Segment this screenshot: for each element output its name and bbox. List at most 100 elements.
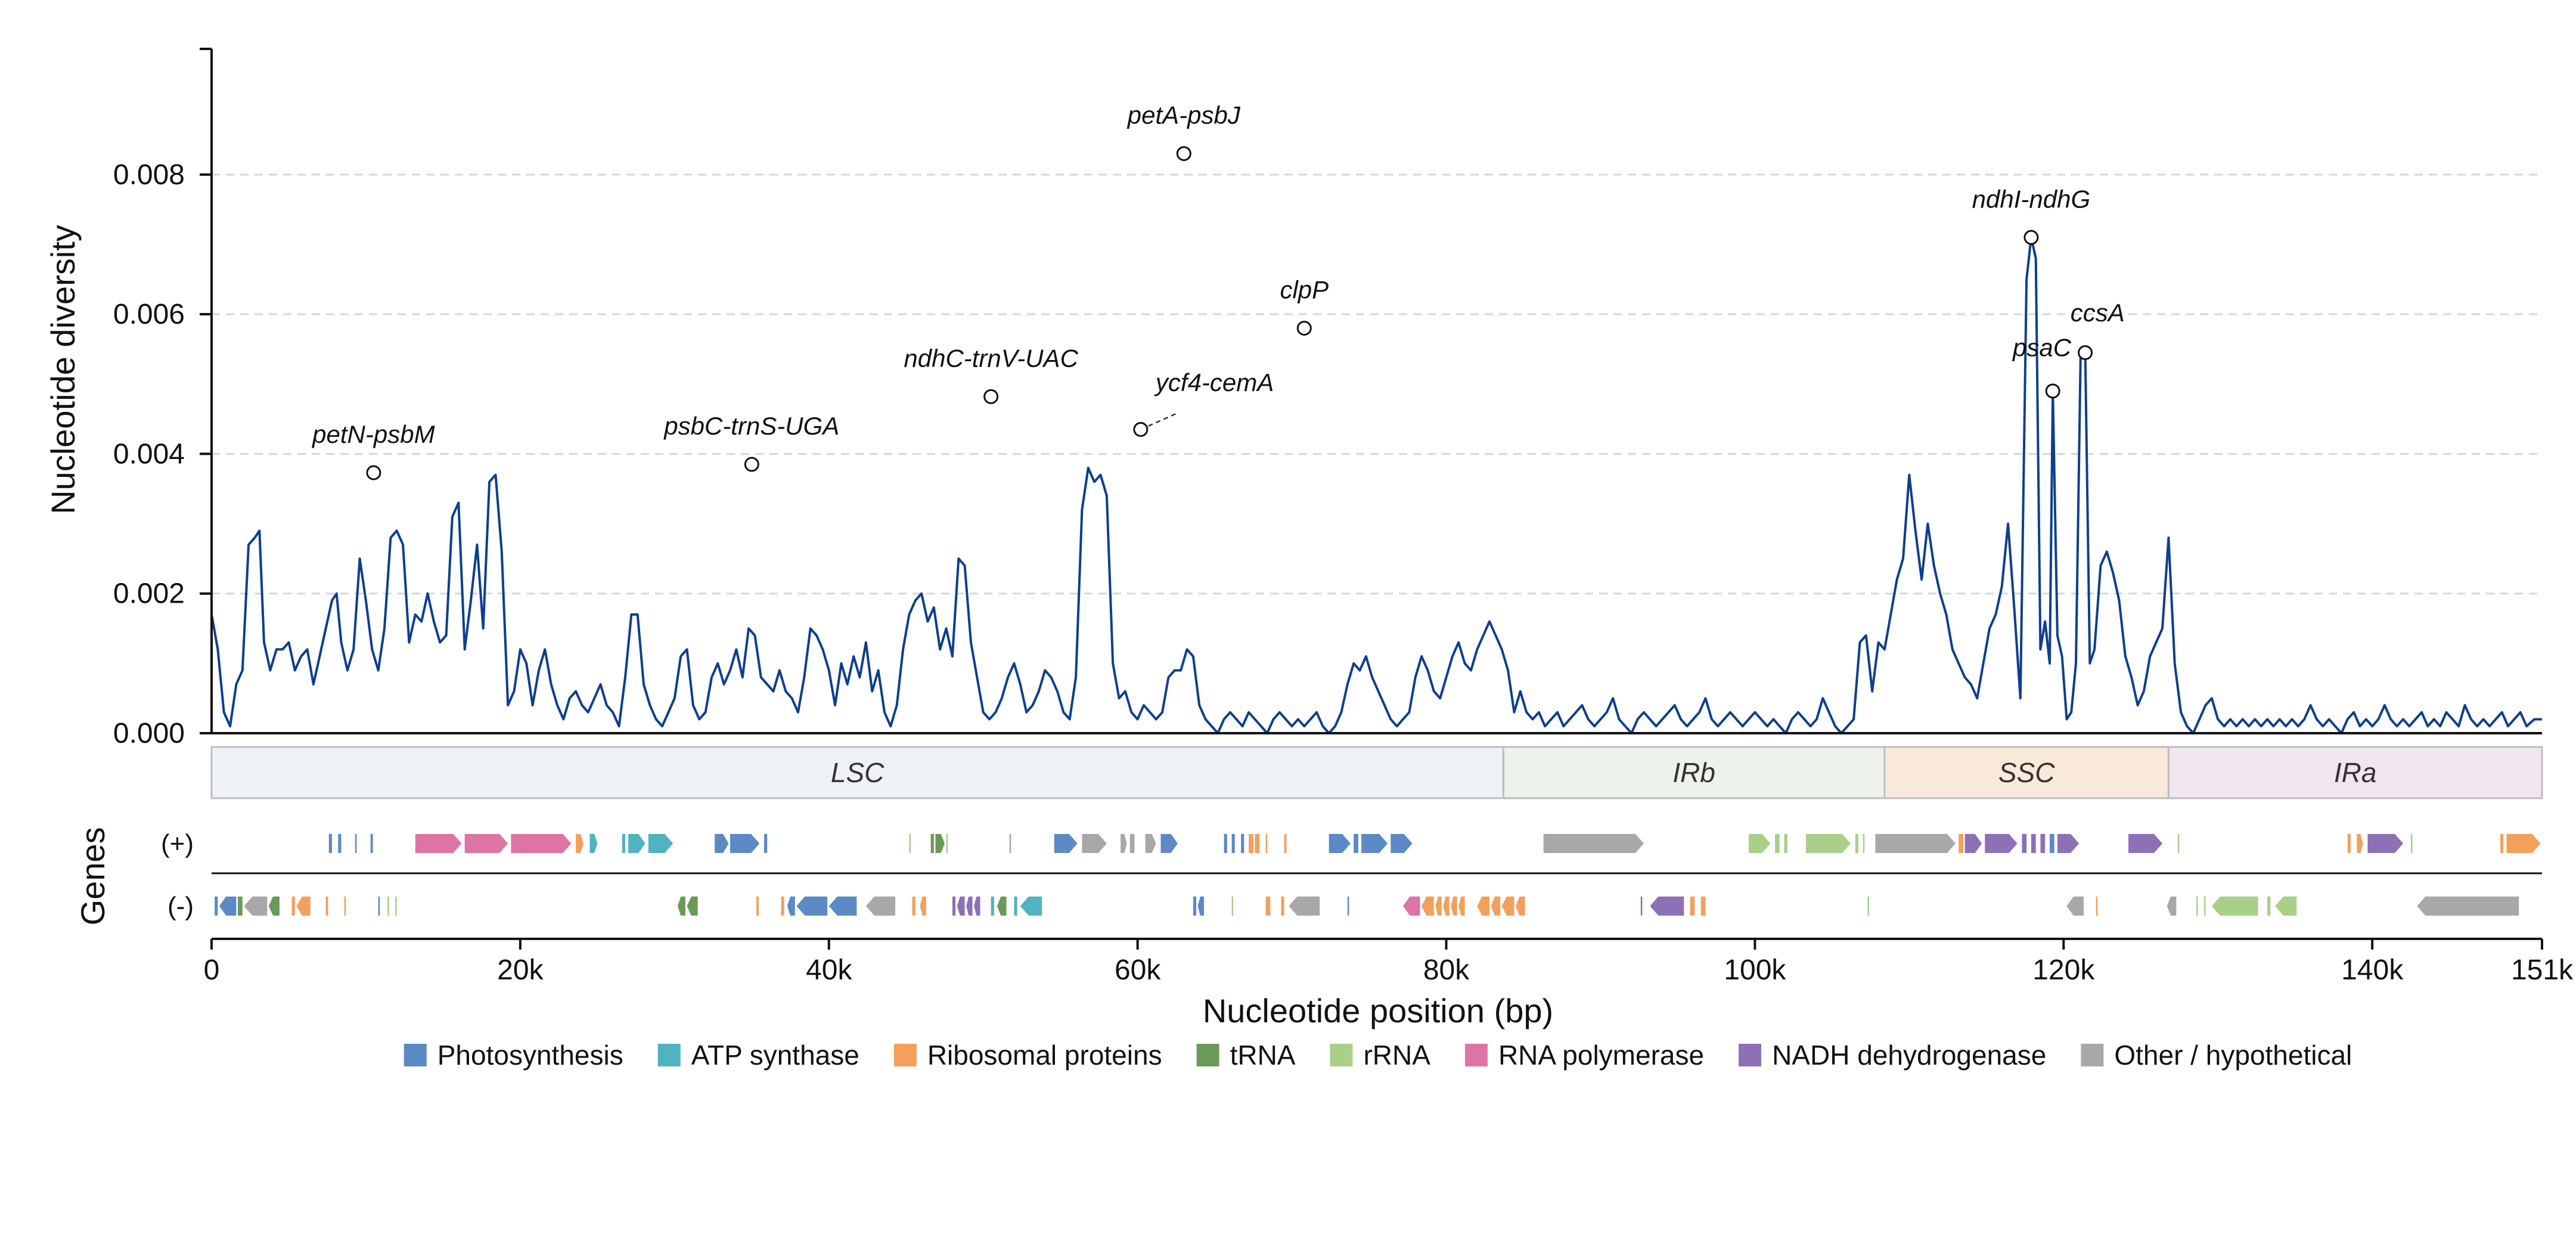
gene-feature bbox=[355, 834, 357, 853]
gene-feature bbox=[974, 897, 980, 916]
peak-marker bbox=[2045, 383, 2060, 399]
x-tick-label: 40k bbox=[806, 954, 852, 986]
gene-feature bbox=[1354, 834, 1358, 853]
gene-feature bbox=[387, 897, 389, 916]
diversity-line bbox=[210, 236, 2542, 734]
gene-feature bbox=[1749, 834, 1771, 853]
grid-lines bbox=[212, 173, 2542, 595]
gene-feature bbox=[648, 834, 674, 853]
gene-feature bbox=[1121, 834, 1127, 853]
gene-feature bbox=[1255, 834, 1260, 853]
legend-swatch bbox=[1739, 1044, 1762, 1066]
legend-swatch bbox=[1196, 1044, 1219, 1066]
gene-feature bbox=[730, 834, 760, 853]
peak-label: psaC bbox=[2012, 333, 2072, 361]
gene-feature bbox=[1014, 897, 1017, 916]
gene-feature bbox=[1347, 897, 1349, 916]
gene-feature bbox=[1640, 897, 1643, 916]
x-tick-label: 120k bbox=[2032, 954, 2095, 986]
gene-feature bbox=[1516, 897, 1525, 916]
gene-feature bbox=[1281, 897, 1284, 916]
gene-feature bbox=[1443, 897, 1450, 916]
gene-feature bbox=[781, 897, 784, 916]
gene-feature bbox=[395, 897, 397, 916]
peak-leader-line bbox=[1140, 413, 1177, 430]
peak-label: petN-psbM bbox=[311, 420, 434, 448]
gene-feature bbox=[946, 834, 948, 853]
x-tick-label: 151k bbox=[2511, 954, 2574, 986]
gene-feature bbox=[2367, 834, 2403, 853]
legend: Photosynthesis ATP synthase Ribosomal prot… bbox=[404, 1040, 2352, 1071]
gene-feature bbox=[2267, 897, 2271, 916]
gene-feature bbox=[2128, 834, 2163, 853]
peak-label: clpP bbox=[1280, 276, 1329, 304]
gene-feature bbox=[1231, 897, 1234, 916]
peak-marker bbox=[1296, 321, 1312, 336]
gene-feature bbox=[1543, 834, 1644, 853]
gene-feature bbox=[687, 897, 698, 916]
gene-feature bbox=[2177, 834, 2180, 853]
gene-feature bbox=[828, 897, 857, 916]
x-tick-label: 80k bbox=[1423, 954, 1470, 986]
gene-feature bbox=[2066, 897, 2084, 916]
gene-feature bbox=[909, 834, 911, 853]
gene-feature bbox=[1391, 834, 1413, 853]
gene-feature bbox=[2022, 834, 2027, 853]
gene-feature bbox=[1477, 897, 1490, 916]
gene-feature bbox=[715, 834, 729, 853]
gene-feature bbox=[328, 834, 332, 853]
gene-feature bbox=[1145, 834, 1156, 853]
gene-feature bbox=[268, 897, 280, 916]
peak-marker bbox=[366, 465, 381, 480]
legend-label: tRNA bbox=[1230, 1040, 1296, 1071]
region-ira bbox=[2167, 746, 2543, 799]
region-lsc bbox=[210, 746, 1504, 799]
gene-feature bbox=[1129, 834, 1135, 853]
gene-feature bbox=[1964, 834, 1982, 853]
gene-feature bbox=[2211, 897, 2258, 916]
y-tick-label: 0.002 bbox=[113, 578, 185, 610]
peak-marker bbox=[983, 389, 999, 404]
x-tick-label: 0 bbox=[204, 954, 220, 986]
region-ssc bbox=[1883, 746, 2170, 799]
y-tick-label: 0.004 bbox=[113, 438, 185, 470]
gene-feature bbox=[1224, 834, 1227, 853]
gene-feature bbox=[1361, 834, 1388, 853]
gene-feature bbox=[912, 897, 915, 916]
legend-label: rRNA bbox=[1363, 1040, 1430, 1071]
gene-feature bbox=[930, 834, 934, 853]
gene-feature bbox=[952, 897, 956, 916]
strand-label-minus: (-) bbox=[167, 892, 194, 921]
gene-feature bbox=[244, 897, 268, 916]
gene-feature bbox=[2057, 834, 2080, 853]
gene-feature bbox=[1451, 897, 1457, 916]
peak-label: psbC-trnS-UGA bbox=[663, 412, 839, 440]
gene-feature bbox=[2417, 897, 2519, 916]
gene-feature bbox=[2357, 834, 2363, 853]
gene-feature bbox=[1458, 897, 1465, 916]
gene-feature bbox=[1329, 834, 1351, 853]
gene-feature bbox=[787, 897, 795, 916]
gene-feature bbox=[1160, 834, 1178, 853]
gene-feature bbox=[2500, 834, 2504, 853]
region-label: LSC bbox=[831, 757, 884, 788]
gene-feature bbox=[1082, 834, 1107, 853]
gene-feature bbox=[464, 834, 508, 853]
peak-marker bbox=[1133, 421, 1149, 437]
gene-feature bbox=[935, 834, 945, 853]
gene-feature bbox=[1020, 897, 1042, 916]
gene-feature bbox=[2410, 834, 2413, 853]
gene-feature bbox=[1855, 834, 1858, 853]
gene-feature bbox=[2196, 897, 2198, 916]
gene-feature bbox=[576, 834, 584, 853]
gene-feature bbox=[2040, 834, 2046, 853]
gene-feature bbox=[1289, 897, 1320, 916]
gene-feature bbox=[296, 897, 311, 916]
gene-feature bbox=[1775, 834, 1780, 853]
genes-track-title: Genes bbox=[74, 827, 111, 926]
gene-feature bbox=[219, 897, 237, 916]
peak-marker bbox=[1176, 146, 1191, 162]
gene-feature bbox=[1249, 834, 1253, 853]
gene-feature bbox=[1867, 897, 1870, 916]
gene-feature bbox=[1875, 834, 1956, 853]
